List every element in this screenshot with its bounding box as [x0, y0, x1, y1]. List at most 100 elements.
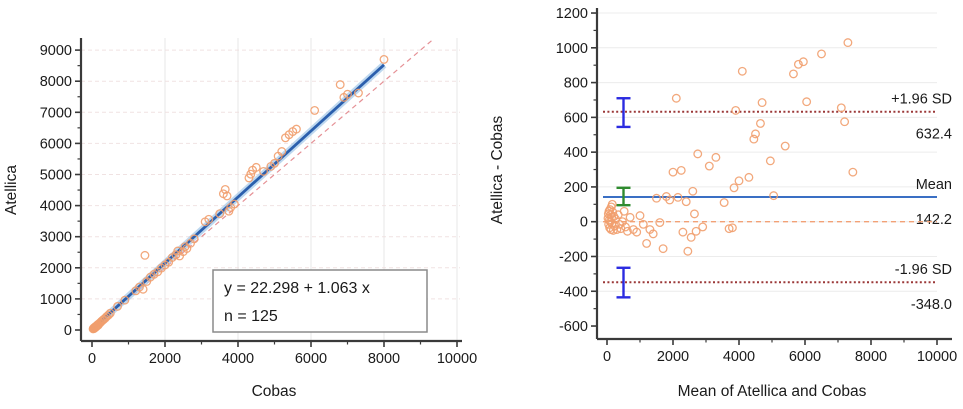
x-tick-label: 4000 [723, 349, 755, 365]
data-point [120, 295, 130, 305]
y-tick-label: 1000 [556, 41, 588, 57]
y-tick-label: -200 [559, 249, 588, 265]
y-tick-label: 2000 [40, 261, 72, 277]
data-point [220, 184, 230, 194]
x-tick-label: 0 [88, 351, 96, 367]
data-point [704, 161, 714, 171]
hline-value: 632.4 [916, 127, 952, 143]
y-tick-label: 800 [564, 76, 588, 92]
data-point [673, 192, 683, 202]
data-point [105, 308, 115, 318]
data-point [731, 105, 741, 115]
data-point [678, 227, 688, 237]
data-point [769, 191, 779, 201]
data-point [270, 158, 279, 168]
x-tick-label: 4000 [222, 351, 254, 367]
data-point [671, 93, 681, 103]
data-points [88, 54, 389, 334]
data-point [817, 49, 826, 59]
data-point [751, 129, 760, 139]
data-point [648, 229, 658, 239]
ci-error-bar [616, 266, 631, 299]
data-point [683, 246, 693, 256]
data-point [681, 197, 691, 207]
data-point [789, 69, 798, 79]
y-tick-label: 6000 [40, 136, 72, 152]
data-points [603, 38, 858, 256]
equation-box [212, 269, 428, 333]
data-point [215, 209, 225, 219]
data-point [623, 226, 632, 236]
y-tick-label: -600 [559, 319, 588, 335]
y-tick-label: 8000 [40, 74, 72, 90]
data-point [222, 191, 232, 201]
data-point [780, 141, 790, 151]
data-point [632, 227, 642, 237]
data-point [729, 183, 739, 193]
data-point [749, 134, 759, 144]
data-point [612, 225, 622, 234]
x-tick-label: 6000 [295, 351, 327, 367]
data-point [744, 172, 754, 182]
data-point [840, 117, 850, 127]
data-point [693, 149, 703, 159]
data-point [711, 152, 721, 162]
bland-altman-plot: +1.96 SD 632.4 Mean 142.2 -1.96 SD -348.0 0 200… [489, 6, 957, 400]
data-point [354, 88, 363, 98]
data-point [676, 165, 686, 175]
data-point [727, 223, 737, 233]
y-tick-label: 200 [564, 180, 588, 196]
gridlines [597, 12, 937, 292]
data-point [138, 284, 148, 294]
data-point [798, 57, 808, 67]
data-point [277, 147, 287, 156]
data-point [621, 222, 630, 232]
x-tick-label: 2000 [657, 349, 689, 365]
y-tick-label: 0 [580, 215, 588, 231]
data-point [103, 310, 113, 320]
data-point [737, 66, 747, 76]
data-point [652, 193, 661, 203]
y-tick-label: 5000 [40, 168, 72, 184]
data-point [635, 211, 645, 221]
ci-error-bar [616, 186, 631, 207]
data-point [204, 214, 214, 224]
regression-scatter-plot: 0 2000 4000 6000 8000 10000 0 1000 2000 3000 4000 5… [3, 38, 477, 400]
data-point [686, 232, 696, 242]
x-tick-label: 6000 [789, 349, 821, 365]
data-point [619, 206, 629, 216]
data-point [638, 219, 648, 229]
data-point [229, 199, 239, 209]
bland-altman-figure: +1.96 SD 632.4 Mean 142.2 -1.96 SD -348.0 0 200… [480, 0, 963, 409]
data-point [665, 195, 675, 205]
data-point [625, 212, 635, 222]
data-point [843, 38, 853, 48]
data-point [189, 234, 199, 244]
y-tick-label: 9000 [40, 43, 72, 59]
data-point [765, 156, 775, 166]
data-point [291, 124, 301, 134]
hline-label: Mean [916, 177, 952, 193]
data-point [802, 97, 812, 107]
hline-value: -348.0 [911, 297, 952, 313]
data-point [251, 162, 261, 172]
data-point [757, 98, 767, 108]
x-tick-label: 10000 [437, 351, 477, 367]
data-point [658, 244, 668, 254]
x-tick-label: 8000 [855, 349, 887, 365]
data-point [99, 314, 109, 324]
data-point [655, 218, 665, 228]
ci-error-bar [616, 97, 631, 129]
data-point [246, 169, 256, 179]
data-point [848, 167, 858, 177]
sample-size-text: n = 125 [224, 308, 278, 325]
y-tick-label: 7000 [40, 105, 72, 121]
y-tick-label: 600 [564, 110, 588, 126]
hline-label: -1.96 SD [895, 262, 952, 278]
equation-text: y = 22.298 + 1.063 x [224, 280, 370, 297]
hline-label: +1.96 SD [891, 92, 952, 108]
x-tick-label: 0 [603, 349, 611, 365]
data-point [698, 222, 708, 232]
data-point [836, 103, 846, 113]
